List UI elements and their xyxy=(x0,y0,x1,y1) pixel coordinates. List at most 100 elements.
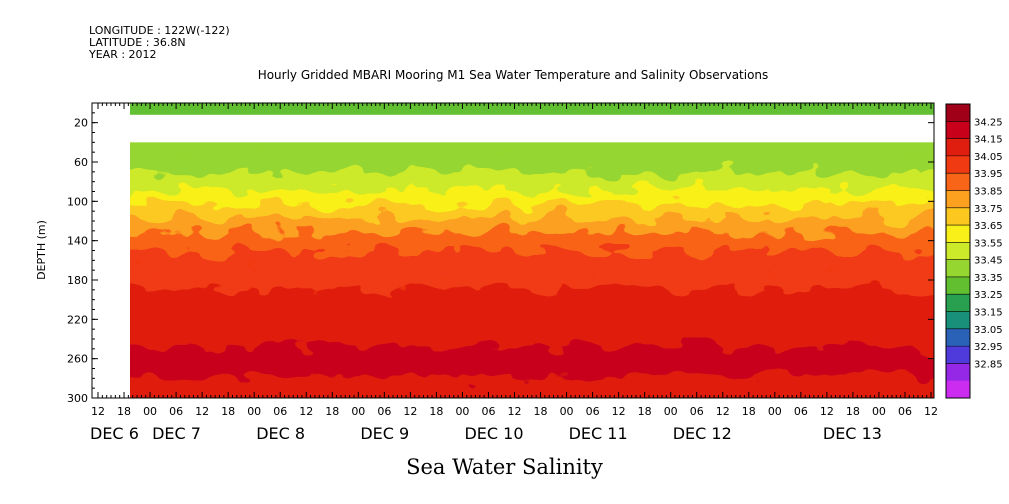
y-axis-label: DEPTH (m) xyxy=(35,220,48,280)
y-tick-label: 100 xyxy=(67,195,88,208)
x-hour-label: 06 xyxy=(273,405,287,418)
x-hour-label: 00 xyxy=(768,405,782,418)
x-day-label: DEC 13 xyxy=(823,424,882,443)
colorbar-label: 33.25 xyxy=(974,290,1003,301)
variable-caption: Sea Water Salinity xyxy=(406,455,603,479)
salinity-band xyxy=(130,346,934,363)
salinity-band xyxy=(130,329,934,348)
colorbar-label: 34.25 xyxy=(974,117,1003,128)
x-hour-label: 06 xyxy=(898,405,912,418)
colorbar: 34.25 34.15 34.05 33.95 33.85 33.75 33.65 33.55… xyxy=(945,103,1003,399)
longitude-label: LONGITUDE : 122W(-122) xyxy=(89,24,230,37)
x-hour-label: 06 xyxy=(481,405,495,418)
colorbar-swatch xyxy=(946,294,970,313)
chart-title: Hourly Gridded MBARI Mooring M1 Sea Wate… xyxy=(257,68,769,82)
colorbar-swatch xyxy=(946,363,970,382)
x-hour-label: 06 xyxy=(377,405,391,418)
x-hour-label: 00 xyxy=(247,405,261,418)
x-day-label: DEC 7 xyxy=(152,424,201,443)
colorbar-swatch xyxy=(946,104,970,122)
x-hour-label: 18 xyxy=(325,405,339,418)
salinity-band xyxy=(130,203,934,220)
x-day-label: DEC 10 xyxy=(464,424,523,443)
missing-data-band xyxy=(130,114,934,143)
x-day-label: DEC 6 xyxy=(90,424,139,443)
y-tick-label: 220 xyxy=(67,313,88,326)
salinity-band xyxy=(130,218,934,235)
x-hour-label: 06 xyxy=(169,405,183,418)
y-tick-label: 300 xyxy=(67,392,88,405)
x-hour-label: 00 xyxy=(560,405,574,418)
x-hour-label: 00 xyxy=(872,405,886,418)
x-hour-label: 12 xyxy=(820,405,834,418)
colorbar-swatch xyxy=(946,121,970,140)
colorbar-label: 34.15 xyxy=(974,135,1003,146)
colorbar-swatch xyxy=(946,328,970,347)
latitude-label: LATITUDE : 36.8N xyxy=(89,36,186,49)
x-hour-label: 18 xyxy=(117,405,131,418)
x-hour-label: 18 xyxy=(742,405,756,418)
salinity-band xyxy=(130,171,934,191)
x-hour-label: 00 xyxy=(351,405,365,418)
x-hour-label: 12 xyxy=(299,405,313,418)
salinity-band xyxy=(130,189,934,205)
colorbar-label: 33.65 xyxy=(974,221,1003,232)
y-tick-label: 20 xyxy=(74,117,88,130)
colorbar-swatch xyxy=(946,259,970,278)
y-tick-label: 180 xyxy=(67,274,88,287)
colorbar-label: 33.95 xyxy=(974,169,1003,180)
x-hour-label: 18 xyxy=(534,405,548,418)
year-label: YEAR : 2012 xyxy=(89,48,157,61)
salinity-band xyxy=(130,152,934,173)
salinity-band xyxy=(130,233,934,252)
colorbar-swatch xyxy=(946,346,970,364)
colorbar-swatch xyxy=(946,311,970,330)
colorbar-label: 33.05 xyxy=(974,325,1003,336)
salinity-field xyxy=(130,103,934,398)
colorbar-label: 32.95 xyxy=(974,342,1003,353)
colorbar-label: 33.45 xyxy=(974,256,1003,267)
colorbar-swatch xyxy=(946,380,970,399)
salinity-band xyxy=(130,289,934,311)
salinity-band xyxy=(130,361,934,377)
x-day-label: DEC 11 xyxy=(569,424,628,443)
x-day-label: DEC 12 xyxy=(673,424,732,443)
x-hour-label: 18 xyxy=(638,405,652,418)
x-day-label: DEC 8 xyxy=(256,424,305,443)
x-hour-label: 18 xyxy=(221,405,235,418)
x-hour-label: 12 xyxy=(195,405,209,418)
x-hour-label: 06 xyxy=(586,405,600,418)
salinity-band xyxy=(130,270,934,291)
y-tick-label: 60 xyxy=(74,156,88,169)
colorbar-swatch xyxy=(946,155,970,174)
x-hour-label: 06 xyxy=(690,405,704,418)
x-hour-label: 18 xyxy=(429,405,443,418)
y-tick-label: 140 xyxy=(67,235,88,248)
colorbar-label: 34.05 xyxy=(974,152,1003,163)
salinity-band xyxy=(130,390,934,398)
colorbar-swatch xyxy=(946,276,970,295)
colorbar-label: 32.85 xyxy=(974,359,1003,370)
colorbar-label: 33.85 xyxy=(974,186,1003,197)
x-hour-label: 12 xyxy=(924,405,938,418)
x-day-label: DEC 9 xyxy=(360,424,409,443)
colorbar-swatch xyxy=(946,225,970,243)
y-tick-label: 260 xyxy=(67,353,88,366)
x-hour-label: 06 xyxy=(794,405,808,418)
x-hour-label: 00 xyxy=(455,405,469,418)
colorbar-swatch xyxy=(946,190,970,209)
colorbar-swatch xyxy=(946,242,970,261)
colorbar-label: 33.35 xyxy=(974,273,1003,284)
salinity-band xyxy=(130,250,934,272)
colorbar-label: 33.75 xyxy=(974,204,1003,215)
x-hour-label: 12 xyxy=(91,405,105,418)
x-hour-label: 00 xyxy=(664,405,678,418)
x-hour-label: 00 xyxy=(143,405,157,418)
colorbar-label: 33.55 xyxy=(974,238,1003,249)
x-hour-label: 12 xyxy=(716,405,730,418)
colorbar-swatch xyxy=(946,207,970,226)
colorbar-swatch xyxy=(946,138,970,157)
salinity-band xyxy=(130,309,934,331)
colorbar-frame xyxy=(945,103,971,399)
